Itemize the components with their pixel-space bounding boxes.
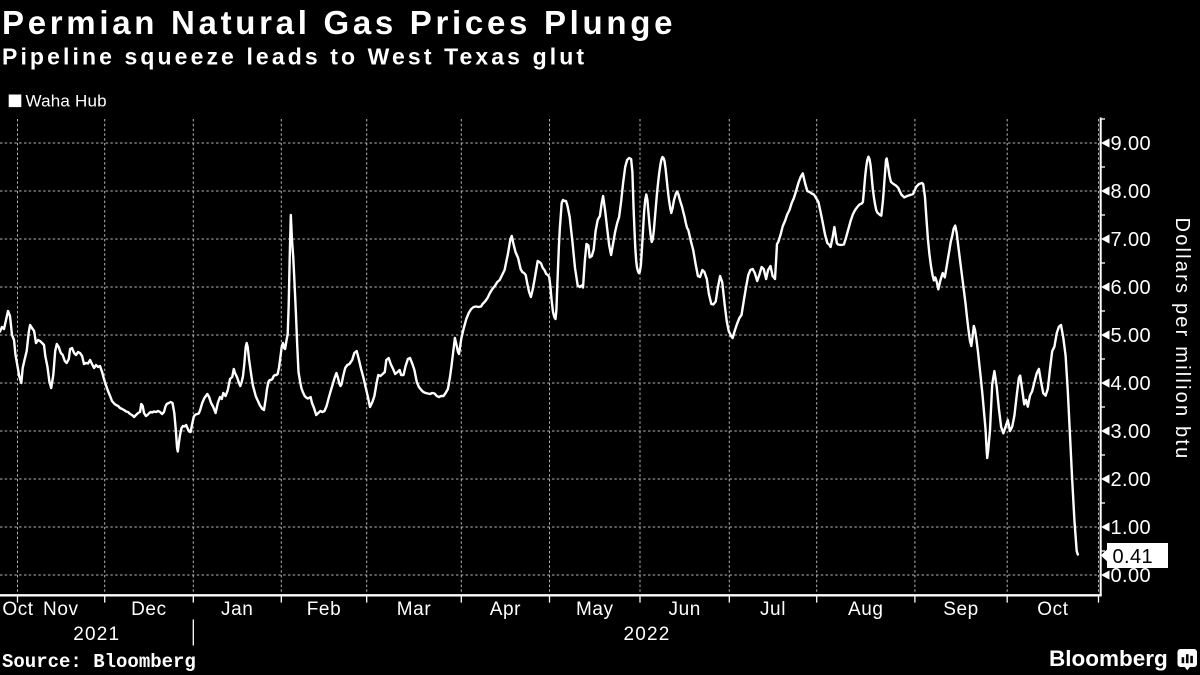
- svg-text:May: May: [576, 599, 614, 620]
- svg-text:Source: Bloomberg: Source: Bloomberg: [2, 651, 196, 673]
- svg-text:1.00: 1.00: [1111, 517, 1152, 539]
- svg-text:Jul: Jul: [760, 599, 786, 620]
- svg-text:Sep: Sep: [943, 599, 979, 620]
- svg-text:3.00: 3.00: [1111, 421, 1152, 443]
- svg-text:0.41: 0.41: [1113, 546, 1154, 568]
- svg-text:Waha Hub: Waha Hub: [26, 92, 107, 111]
- svg-text:Dec: Dec: [131, 599, 167, 620]
- svg-text:Feb: Feb: [307, 599, 342, 620]
- svg-text:5.00: 5.00: [1111, 325, 1152, 347]
- svg-text:2022: 2022: [623, 624, 670, 645]
- svg-text:Dollars per million btu: Dollars per million btu: [1171, 218, 1193, 461]
- svg-text:Bloomberg: Bloomberg: [1049, 646, 1168, 671]
- svg-text:Mar: Mar: [397, 599, 432, 620]
- svg-text:2021: 2021: [73, 624, 120, 645]
- svg-text:Permian Natural Gas Prices Plu: Permian Natural Gas Prices Plunge: [2, 4, 676, 41]
- svg-text:4.00: 4.00: [1111, 373, 1152, 395]
- svg-text:8.00: 8.00: [1111, 181, 1152, 203]
- svg-text:2.00: 2.00: [1111, 469, 1152, 491]
- svg-text:Jan: Jan: [221, 599, 253, 620]
- svg-text:7.00: 7.00: [1111, 229, 1152, 251]
- svg-text:Jun: Jun: [668, 599, 700, 620]
- svg-text:Pipeline squeeze leads to West: Pipeline squeeze leads to West Texas glu…: [2, 44, 587, 70]
- svg-text:6.00: 6.00: [1111, 277, 1152, 299]
- svg-text:Aug: Aug: [848, 599, 884, 620]
- svg-text:Nov: Nov: [43, 599, 79, 620]
- svg-text:Apr: Apr: [490, 599, 521, 620]
- svg-text:9.00: 9.00: [1111, 133, 1152, 155]
- svg-text:0.00: 0.00: [1111, 565, 1152, 587]
- svg-text:Oct: Oct: [2, 599, 33, 620]
- svg-text:Oct: Oct: [1037, 599, 1068, 620]
